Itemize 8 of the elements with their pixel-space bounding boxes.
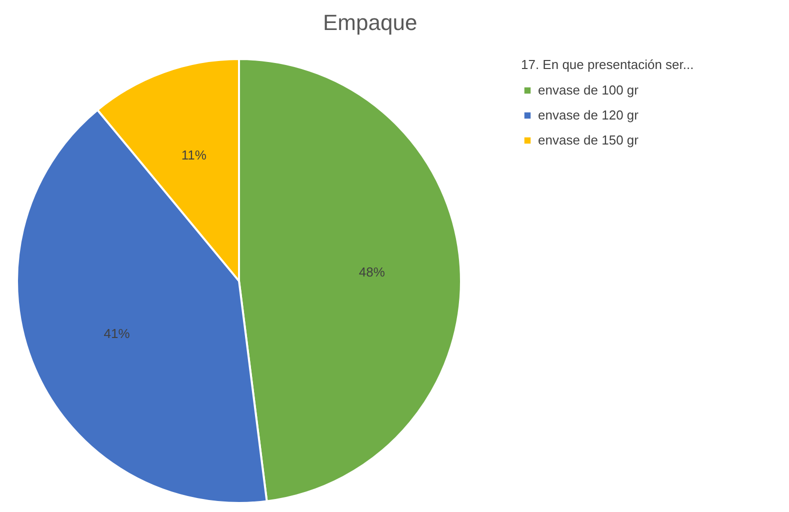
legend-title: 17. En que presentación ser... [521, 57, 694, 72]
chart-title: Empaque [323, 10, 418, 35]
legend-label: envase de 120 gr [538, 108, 640, 122]
data-label: 11% [181, 148, 207, 163]
legend-label: envase de 100 gr [538, 82, 640, 98]
data-label: 41% [104, 326, 130, 341]
legend-label: envase de 150 gr [538, 132, 640, 148]
data-label: 48% [358, 264, 386, 280]
